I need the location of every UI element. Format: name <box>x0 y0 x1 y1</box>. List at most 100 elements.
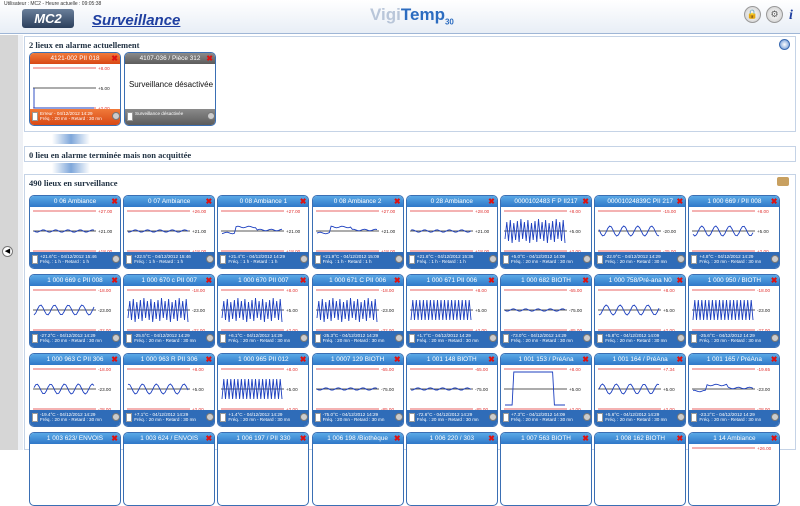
location-card[interactable]: 1 003 623/ ENVOIS ✖ <box>29 432 121 506</box>
location-card[interactable]: 1 000 963 C PII 306✖-18.00 -23.00 -28.00-1… <box>29 353 121 427</box>
close-icon[interactable]: ✖ <box>299 434 307 443</box>
card-title[interactable]: 1 000 670 PII 007 <box>218 275 309 286</box>
report-icon[interactable] <box>32 112 38 121</box>
location-card[interactable]: 00001024839C PII 217✖-15.00 -20.00 -25.00-… <box>594 195 687 269</box>
report-icon[interactable] <box>126 413 133 422</box>
settings-icon[interactable] <box>488 255 497 263</box>
settings-icon[interactable] <box>771 413 780 421</box>
card-title[interactable]: 1 000 965 PII 012 <box>218 354 309 365</box>
close-icon[interactable]: ✖ <box>205 276 213 285</box>
card-title[interactable]: 1 000 963 C PII 306 <box>30 354 120 365</box>
settings-icon[interactable] <box>771 255 780 263</box>
close-icon[interactable]: ✖ <box>299 276 307 285</box>
card-title[interactable]: 1 001 165 / PréAna <box>689 354 780 365</box>
settings-icon[interactable]: ⚙ <box>766 6 783 23</box>
close-icon[interactable]: ✖ <box>205 355 213 364</box>
settings-icon[interactable] <box>488 413 497 421</box>
card-title[interactable]: 1 000 669 / PII 008 <box>689 196 780 207</box>
location-card[interactable]: 0 07 Ambiance✖ +26.00 +21.00 +18.00+22.5°C … <box>123 195 216 269</box>
close-icon[interactable]: ✖ <box>770 276 778 285</box>
close-icon[interactable]: ✖ <box>111 197 118 206</box>
card-title[interactable]: 1 008 162 BIOTH <box>595 433 686 444</box>
close-icon[interactable]: ✖ <box>676 434 684 443</box>
report-icon[interactable] <box>503 334 509 343</box>
info-icon[interactable]: i <box>789 8 793 23</box>
card-title[interactable]: 1 007 563 BIOTH <box>501 433 591 444</box>
settings-icon[interactable] <box>300 334 309 342</box>
card-title[interactable]: 4121-002 PII 018 <box>30 53 120 64</box>
close-icon[interactable]: ✖ <box>111 54 118 63</box>
settings-icon[interactable] <box>300 255 309 263</box>
card-title[interactable]: 0 08 Ambiance 1 <box>218 196 309 207</box>
report-icon[interactable] <box>691 413 698 422</box>
report-icon[interactable] <box>408 413 415 422</box>
card-title[interactable]: 1 001 164 / PréAna <box>595 354 686 365</box>
report-icon[interactable] <box>127 112 133 121</box>
location-card[interactable]: 1 001 153 / PréAna✖+8.00 +5.00 +2.00+7.3°C… <box>500 353 592 427</box>
location-card[interactable]: 1 000 669 / PII 008✖+8.00 +5.00 +2.00+4.8°… <box>688 195 781 269</box>
settings-icon[interactable] <box>206 334 215 342</box>
card-title[interactable]: 1 000 669 c PII 008 <box>30 275 120 286</box>
report-icon[interactable] <box>32 413 38 422</box>
report-icon[interactable] <box>32 255 38 264</box>
card-title[interactable]: 4107-036 / Pièce 312 <box>125 53 215 64</box>
location-card[interactable]: 1 001 165 / PréAna✖-19.65 -23.00 -28.00-23… <box>688 353 781 427</box>
close-icon[interactable]: ✖ <box>393 355 401 364</box>
report-icon[interactable] <box>126 255 133 264</box>
card-title[interactable]: 1 003 623/ ENVOIS <box>30 433 120 444</box>
lock-icon[interactable]: 🔒 <box>744 6 761 23</box>
close-icon[interactable]: ✖ <box>488 276 495 285</box>
report-icon[interactable] <box>597 334 604 343</box>
card-title[interactable]: 1 14 Ambiance <box>689 433 780 444</box>
report-icon[interactable] <box>408 334 415 343</box>
vertical-scrollbar[interactable] <box>18 35 23 450</box>
card-title[interactable]: 1 000 758/Pré-ana N0 <box>595 275 686 286</box>
location-card[interactable]: 1 0007 129 BIOTH✖ -65.00 -75.00 -85.00-75.0… <box>311 353 404 427</box>
location-card[interactable]: 1 001 164 / PréAna✖+7.34 +5.00 +2.00+5.6°C… <box>594 353 687 427</box>
settings-icon[interactable] <box>677 413 686 421</box>
close-icon[interactable]: ✖ <box>299 355 307 364</box>
card-title[interactable]: 1 000 963 R PII 306 <box>124 354 215 365</box>
location-card[interactable]: 1 000 671 PII 006✖+8.00+5.00+2.00+1.7°C … <box>405 274 498 348</box>
settings-icon[interactable] <box>112 255 120 263</box>
location-card[interactable]: 1 003 624 / ENVOIS ✖ <box>123 432 216 506</box>
settings-icon[interactable] <box>677 255 686 263</box>
report-icon[interactable] <box>314 413 321 422</box>
report-icon[interactable] <box>503 255 509 264</box>
close-icon[interactable]: ✖ <box>582 434 589 443</box>
card-title[interactable]: 1 000 682 BIOTH <box>501 275 591 286</box>
location-card[interactable]: 1 000 950 / BIOTH✖-18.00 -23.00 -27.00-25.… <box>688 274 781 348</box>
settings-icon[interactable] <box>206 413 215 421</box>
close-icon[interactable]: ✖ <box>205 434 213 443</box>
location-card[interactable]: 1 000 671 C PII 006✖ -18.00 -23.00 -32.00-2… <box>311 274 404 348</box>
settings-icon[interactable] <box>677 334 686 342</box>
close-icon[interactable]: ✖ <box>488 355 495 364</box>
settings-icon[interactable] <box>112 334 120 342</box>
settings-icon[interactable] <box>583 334 591 342</box>
location-card[interactable]: 0 06 Ambiance✖ +27.00 +21.00 +18.00+21.6°C … <box>29 195 121 269</box>
location-card[interactable]: 0 08 Ambiance 2✖ +27.00 +21.00 +18.00+21.9°… <box>311 195 404 269</box>
card-title[interactable]: 1 001 148 BIOTH <box>406 354 497 365</box>
settings-icon[interactable] <box>112 413 120 421</box>
location-card[interactable]: 1 001 148 BIOTH✖-65.00 -75.00 -85.00-72.6°… <box>405 353 498 427</box>
card-title[interactable]: 1 003 624 / ENVOIS <box>124 433 215 444</box>
close-icon[interactable]: ✖ <box>488 434 495 443</box>
card-title[interactable]: 00001024839C PII 217 <box>595 196 686 207</box>
close-icon[interactable]: ✖ <box>206 54 213 63</box>
card-title[interactable]: 1 006 197 / PII 330 <box>218 433 309 444</box>
close-icon[interactable]: ✖ <box>582 197 589 206</box>
location-card[interactable]: 1 000 670 c PII 007✖-18.00 -23.00 -32.00-2… <box>123 274 216 348</box>
globe-icon[interactable] <box>779 39 790 50</box>
card-title[interactable]: 1 006 198 /Biothèque <box>312 433 403 444</box>
location-card[interactable]: 1 006 220 / 303 ✖ <box>405 432 498 506</box>
card-title[interactable]: 0 08 Ambiance 2 <box>312 196 403 207</box>
close-icon[interactable]: ✖ <box>393 276 401 285</box>
location-card[interactable]: 1 008 162 BIOTH ✖ <box>594 432 687 506</box>
close-icon[interactable]: ✖ <box>488 197 495 206</box>
card-title[interactable]: 1 000 950 / BIOTH <box>689 275 780 286</box>
settings-icon[interactable] <box>394 334 403 342</box>
card-title[interactable]: 1 000 670 c PII 007 <box>124 275 215 286</box>
report-icon[interactable] <box>220 413 227 422</box>
report-icon[interactable] <box>408 255 415 264</box>
report-icon[interactable] <box>597 413 604 422</box>
